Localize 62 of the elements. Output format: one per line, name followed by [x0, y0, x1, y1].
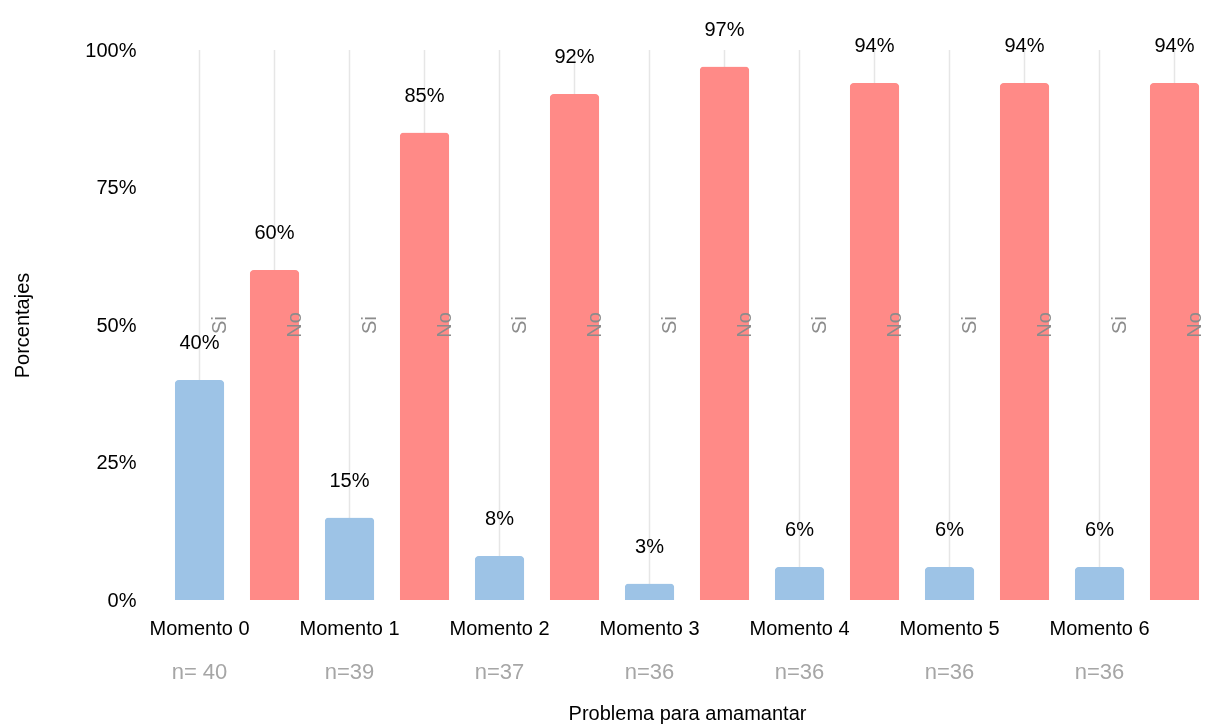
x-tick-label: Momento 0: [149, 616, 250, 639]
bar: [474, 556, 525, 600]
text: n=37: [474, 659, 525, 684]
text: No: [582, 312, 605, 338]
data-label: 92%: [554, 45, 595, 67]
x-tick-label: Momento 1: [299, 616, 400, 639]
text: n=36: [1074, 659, 1125, 684]
bar: [174, 380, 225, 600]
text: Si: [1107, 316, 1130, 334]
x-tick-label: Momento 6: [1049, 616, 1150, 639]
x-tick-label: Momento 2: [449, 616, 550, 639]
bar: [399, 132, 450, 600]
text: No: [1182, 312, 1205, 338]
text: No: [732, 312, 755, 338]
x-tick-label: Momento 5: [899, 616, 1000, 639]
text: n= 40: [171, 659, 228, 684]
bar: [1149, 83, 1200, 600]
bar: [699, 66, 750, 600]
bar: [999, 83, 1050, 600]
y-tick-label: 50%: [96, 313, 137, 336]
text: Si: [807, 316, 830, 334]
data-label: 85%: [404, 83, 445, 106]
y-axis-title: Porcentajes: [11, 272, 34, 379]
bar: [324, 517, 375, 600]
data-label: 97%: [704, 17, 745, 40]
bar: [249, 270, 300, 600]
text: Si: [507, 316, 530, 334]
data-label: 8%: [485, 507, 515, 529]
text: Si: [207, 316, 230, 334]
data-label: 6%: [785, 518, 815, 540]
data-label: 60%: [254, 221, 295, 243]
y-tick-label: 75%: [96, 176, 137, 198]
text: Si: [657, 316, 680, 334]
data-label: 6%: [935, 518, 965, 540]
text: Si: [957, 316, 980, 334]
data-label: 15%: [329, 468, 370, 491]
x-tick-label: Momento 4: [749, 616, 850, 639]
text: n=36: [624, 659, 675, 684]
text: n=36: [924, 659, 975, 684]
text: No: [1032, 312, 1055, 338]
x-axis-title: Problema para amamantar: [568, 701, 807, 724]
data-label: 94%: [854, 34, 895, 56]
text: Si: [357, 316, 380, 334]
x-tick-label: Momento 3: [599, 616, 700, 639]
bar: [549, 94, 600, 600]
y-tick-label: 100%: [85, 38, 137, 61]
text: No: [432, 312, 455, 338]
bar: [924, 567, 975, 600]
data-label: 94%: [1154, 34, 1195, 56]
data-label: 94%: [1004, 34, 1045, 56]
data-label: 6%: [1085, 518, 1115, 540]
series-label: No: [282, 312, 305, 338]
data-label: 3%: [635, 534, 665, 557]
bar: [774, 567, 825, 600]
y-tick-label: 0%: [107, 588, 137, 611]
text: No: [882, 312, 905, 338]
bar: [624, 583, 675, 600]
y-tick-label: 25%: [96, 451, 137, 473]
text: n=36: [774, 659, 825, 684]
text: n=39: [324, 659, 375, 684]
bar: [1074, 567, 1125, 600]
bar: [849, 83, 900, 600]
